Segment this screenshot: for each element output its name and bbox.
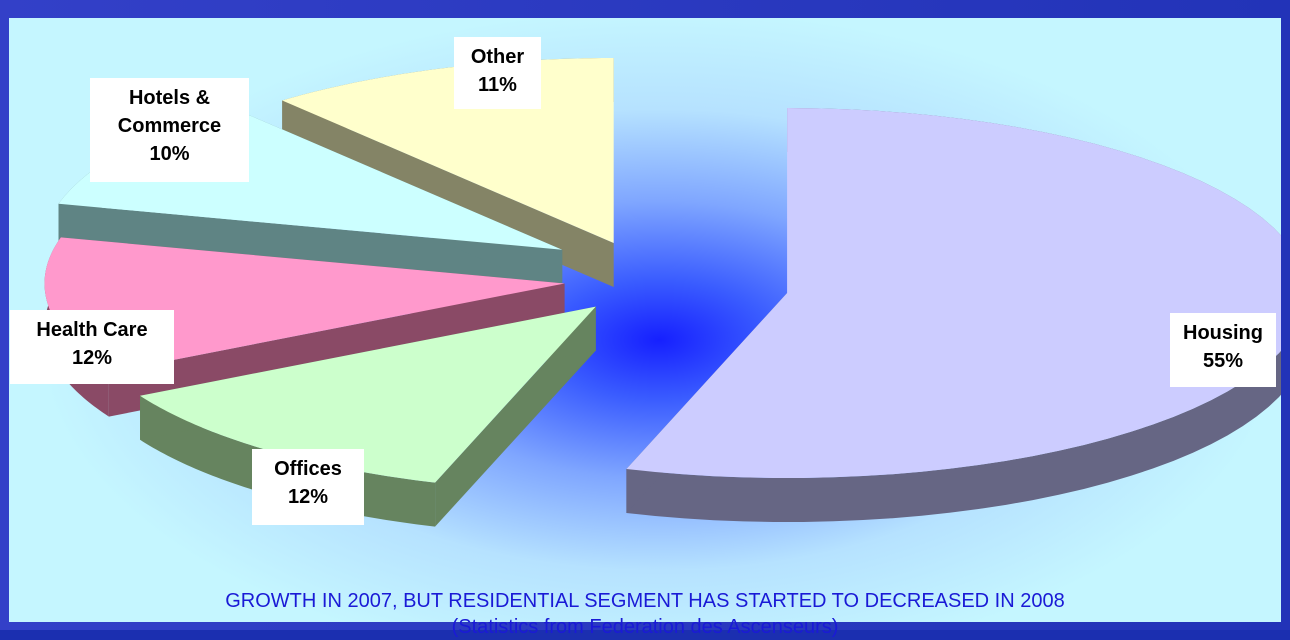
label-other-name: Other	[470, 46, 525, 68]
label-hotels-pct: 10%	[149, 143, 190, 165]
chart-panel: Housing 55% Offices 12% Health Care 12% …	[9, 18, 1281, 638]
label-hotels-commerce: Hotels & Commerce 10%	[90, 78, 249, 182]
slice-edge-hotels-commerce-0	[58, 203, 563, 294]
label-housing-name: Housing	[1183, 322, 1263, 344]
footnote-line-2: (Statistics from Federation des Ascenseu…	[451, 616, 839, 638]
label-hotels-name-1: Hotels &	[128, 87, 211, 109]
label-offices: Offices 12%	[252, 449, 364, 525]
label-health-care-name: Health Care	[36, 319, 148, 341]
slice-top-offices	[140, 306, 596, 483]
label-other: Other 11%	[454, 37, 541, 109]
label-housing: Housing 55%	[1170, 313, 1276, 387]
label-offices-name: Offices	[274, 458, 342, 480]
label-health-care-pct: 12%	[71, 347, 113, 369]
label-other-pct: 11%	[478, 74, 517, 96]
slice-top-health-care	[44, 237, 565, 373]
label-offices-pct: 12%	[287, 486, 329, 508]
chart-footnote: GROWTH IN 2007, BUT RESIDENTIAL SEGMENT …	[9, 588, 1281, 640]
label-health-care: Health Care 12%	[10, 310, 174, 384]
slice-side-housing	[626, 108, 1281, 522]
slice-housing	[626, 108, 1281, 522]
slice-edge-offices-0	[435, 306, 596, 527]
label-hotels-name-2: Commerce	[117, 115, 222, 137]
label-housing-pct: 55%	[1202, 350, 1244, 372]
footnote-line-1: GROWTH IN 2007, BUT RESIDENTIAL SEGMENT …	[225, 590, 1065, 612]
slice-top-housing	[626, 108, 1281, 478]
